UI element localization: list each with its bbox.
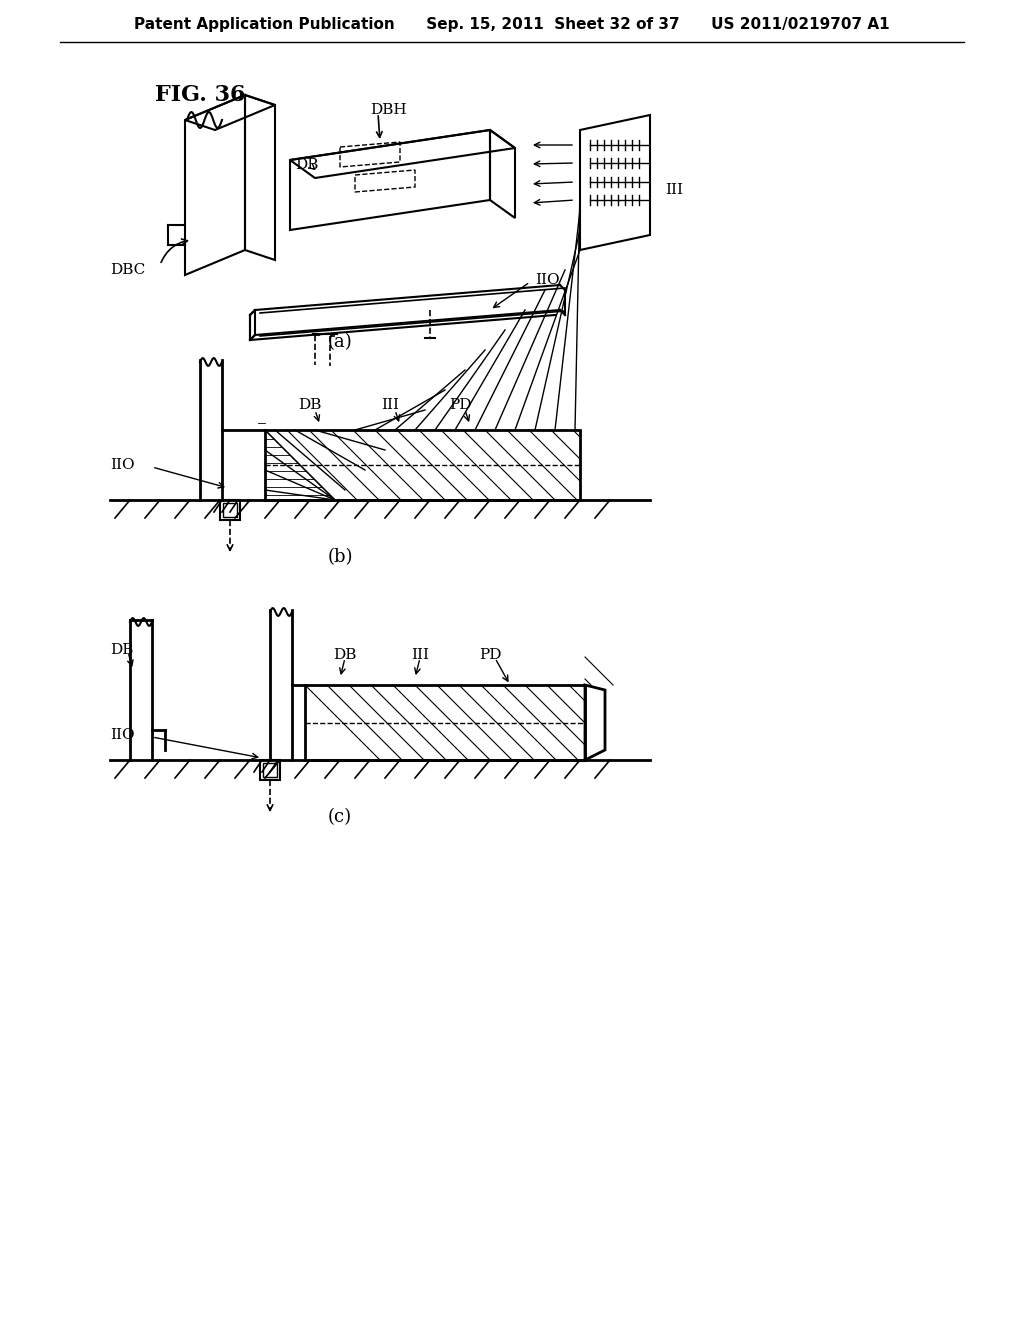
Text: (a): (a) — [328, 333, 352, 351]
Bar — [220, 500, 240, 520]
Bar — [263, 763, 278, 777]
Bar — [305, 685, 585, 760]
Text: IIO: IIO — [110, 729, 134, 742]
Bar — [223, 503, 237, 517]
Text: III: III — [665, 183, 683, 197]
Text: (c): (c) — [328, 808, 352, 826]
Text: DBH: DBH — [370, 103, 407, 117]
Bar — [260, 760, 280, 780]
Text: DB: DB — [295, 158, 318, 172]
Text: (b): (b) — [328, 548, 352, 566]
Text: FIG. 36: FIG. 36 — [155, 84, 246, 106]
Text: DBC: DBC — [110, 263, 145, 277]
Text: PD: PD — [449, 399, 471, 412]
Text: DB: DB — [298, 399, 322, 412]
Text: DB: DB — [110, 643, 133, 657]
Text: PD: PD — [479, 648, 502, 663]
Text: III: III — [411, 648, 429, 663]
Text: IIO: IIO — [535, 273, 560, 286]
Bar — [265, 430, 580, 500]
Text: Patent Application Publication      Sep. 15, 2011  Sheet 32 of 37      US 2011/0: Patent Application Publication Sep. 15, … — [134, 17, 890, 33]
Text: DB: DB — [334, 648, 356, 663]
Text: III: III — [381, 399, 399, 412]
Text: IIO: IIO — [110, 458, 134, 473]
